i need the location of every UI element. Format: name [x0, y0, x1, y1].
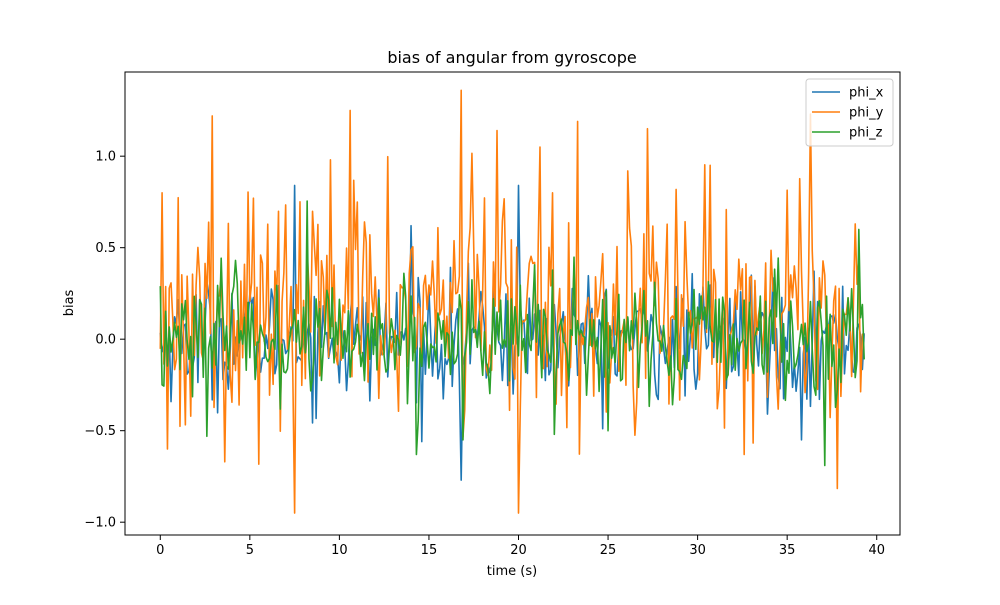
y-tick-label: 1.0 — [95, 150, 116, 165]
chart-title: bias of angular from gyroscope — [387, 48, 636, 67]
x-tick-label: 15 — [421, 543, 438, 558]
legend-box — [805, 78, 894, 147]
x-axis: 0 5 10 15 20 25 30 35 40 — [156, 535, 885, 558]
legend-label-phi_y: phi_y — [849, 106, 884, 121]
series-layer — [159, 89, 865, 514]
legend: phi_x phi_y phi_z — [805, 78, 894, 147]
legend-label-phi_z: phi_z — [849, 126, 883, 141]
series-line-phi_z — [159, 200, 865, 467]
x-tick-label: 30 — [689, 543, 706, 558]
y-axis: −1.0 −0.5 0.0 0.5 1.0 — [84, 150, 125, 531]
x-tick-label: 0 — [156, 543, 164, 558]
plot-frame — [124, 71, 901, 536]
x-tick-label: 10 — [331, 543, 348, 558]
x-tick-label: 40 — [868, 543, 885, 558]
x-tick-label: 5 — [246, 543, 254, 558]
y-axis-label: bias — [62, 289, 77, 316]
y-tick-label: −1.0 — [84, 516, 116, 531]
legend-label-phi_x: phi_x — [849, 86, 884, 101]
x-tick-label: 20 — [510, 543, 527, 558]
y-tick-label: 0.5 — [95, 241, 116, 256]
y-tick-label: −0.5 — [84, 424, 116, 439]
x-tick-label: 35 — [779, 543, 796, 558]
x-axis-label: time (s) — [487, 564, 537, 579]
y-tick-label: 0.0 — [95, 333, 116, 348]
x-tick-label: 25 — [600, 543, 617, 558]
